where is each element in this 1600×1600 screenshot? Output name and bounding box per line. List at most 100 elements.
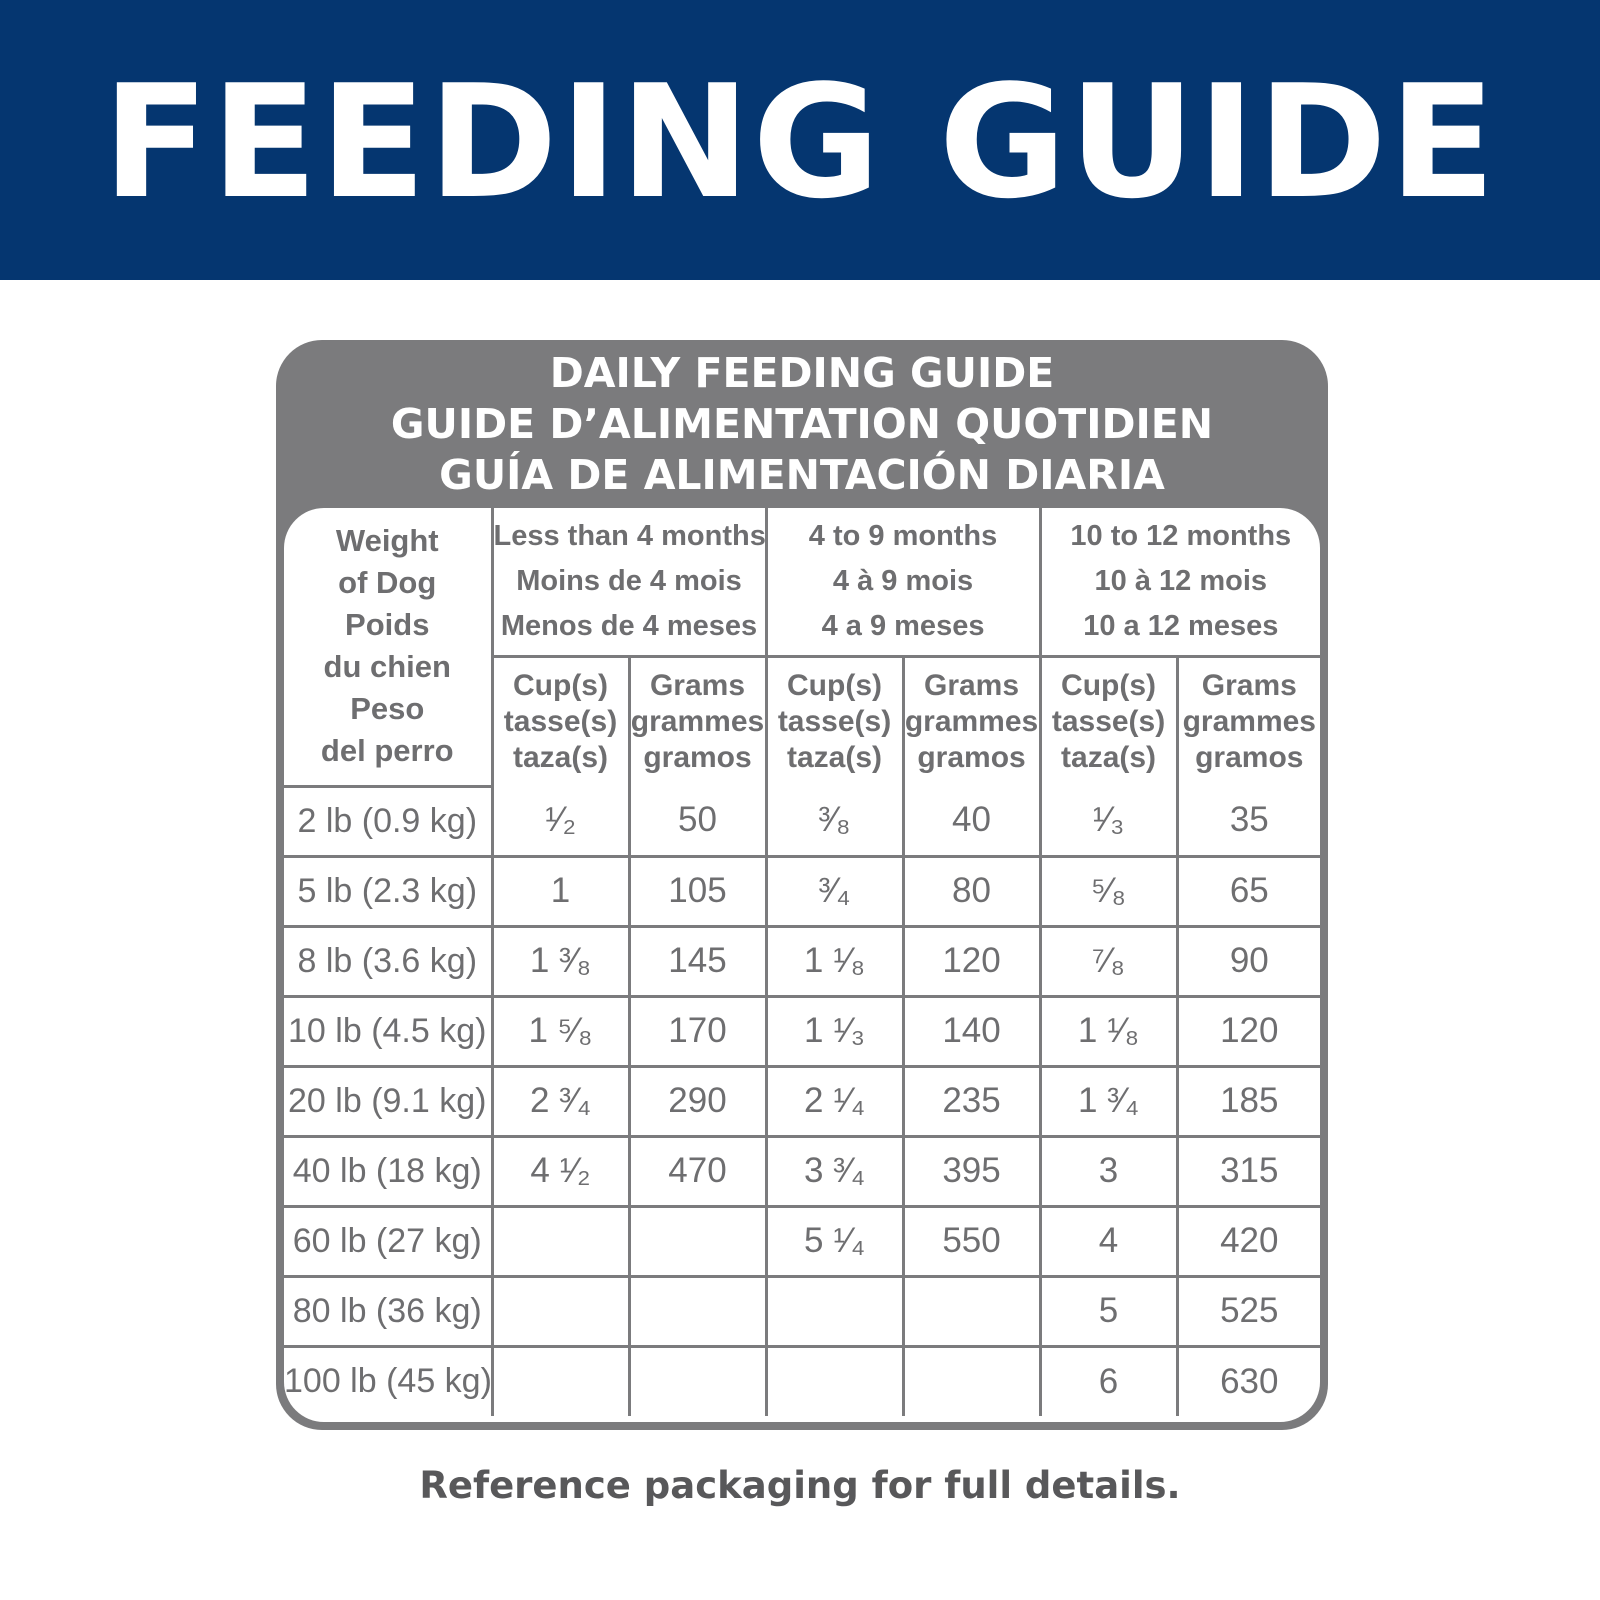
weight-cell: 40 lb (18 kg) — [284, 1134, 494, 1208]
unit-header-line: gramos — [917, 740, 1026, 774]
cups-cell: 1 ³⁄₄ — [1038, 1064, 1179, 1138]
cups-cell: 1 ¹⁄₈ — [764, 924, 905, 998]
grams-cell: 525 — [1175, 1274, 1320, 1348]
grams-cell: 235 — [901, 1064, 1042, 1138]
cups-cell: 2 ³⁄₄ — [490, 1064, 631, 1138]
page-title: FEEDING GUIDE — [102, 51, 1498, 233]
table-row: 20 lb (9.1 kg) 2 ³⁄₄ 290 2 ¹⁄₄ 235 1 ³⁄₄ 185 — [284, 1064, 1320, 1138]
unit-header-line: Grams — [1201, 668, 1297, 702]
age-group-line: 4 à 9 mois — [832, 564, 974, 597]
card-title: DAILY FEEDING GUIDE GUIDE D’ALIMENTATION… — [276, 348, 1328, 501]
age-group-line: 10 à 12 mois — [1094, 564, 1268, 597]
grams-cell: 170 — [627, 994, 768, 1068]
weight-cell: 60 lb (27 kg) — [284, 1204, 494, 1278]
cups-cell: 6 — [1038, 1344, 1179, 1416]
cups-cell — [764, 1344, 905, 1416]
unit-header-line: gramos — [643, 740, 752, 774]
grams-header: Grams grammes gramos — [901, 654, 1042, 786]
grams-cell: 145 — [627, 924, 768, 998]
weight-cell: 20 lb (9.1 kg) — [284, 1064, 494, 1138]
unit-header-line: tasse(s) — [1051, 704, 1166, 738]
cups-cell — [490, 1204, 631, 1278]
cups-cell: 1 — [490, 854, 631, 928]
table-row: 40 lb (18 kg) 4 ¹⁄₂ 470 3 ³⁄₄ 395 3 315 — [284, 1134, 1320, 1208]
grams-cell: 80 — [901, 854, 1042, 928]
unit-header-line: tasse(s) — [777, 704, 892, 738]
feeding-table: Weight of Dog Poids du chien Peso del pe… — [284, 508, 1320, 1416]
grams-cell — [627, 1344, 768, 1416]
unit-header-line: grammes — [904, 704, 1039, 738]
age-group-line: Less than 4 months — [493, 519, 766, 552]
grams-cell: 50 — [627, 786, 768, 858]
grams-cell: 40 — [901, 786, 1042, 858]
table-row: 100 lb (45 kg) 6 630 — [284, 1344, 1320, 1416]
grams-cell: 35 — [1175, 786, 1320, 858]
header-banner: FEEDING GUIDE — [0, 0, 1600, 280]
grams-cell: 395 — [901, 1134, 1042, 1208]
unit-header-line: Cup(s) — [787, 668, 882, 702]
unit-header-line: taza(s) — [512, 740, 609, 774]
unit-header-line: grammes — [1182, 704, 1316, 738]
age-group-line: Menos de 4 meses — [500, 609, 758, 642]
weight-cell: 80 lb (36 kg) — [284, 1274, 494, 1348]
cups-cell: 2 ¹⁄₄ — [764, 1064, 905, 1138]
card-title-fr: GUIDE D’ALIMENTATION QUOTIDIEN — [390, 400, 1214, 448]
unit-header-line: Cup(s) — [1061, 668, 1157, 702]
cups-cell: 4 — [1038, 1204, 1179, 1278]
grams-cell — [901, 1344, 1042, 1416]
age-group-line: Moins de 4 mois — [516, 564, 742, 597]
age-group-header: 10 to 12 months 10 à 12 mois 10 a 12 mes… — [1038, 508, 1320, 658]
grams-cell: 290 — [627, 1064, 768, 1138]
unit-header-line: taza(s) — [1061, 740, 1157, 774]
weight-header-line: Poids — [345, 607, 430, 643]
grams-cell — [627, 1204, 768, 1278]
cups-header: Cup(s) tasse(s) taza(s) — [492, 654, 631, 786]
grams-cell — [901, 1274, 1042, 1348]
age-group-line: 10 to 12 months — [1070, 519, 1292, 552]
age-header-row: Weight of Dog Poids du chien Peso del pe… — [284, 508, 1320, 788]
cups-cell: 1 ¹⁄₃ — [764, 994, 905, 1068]
cups-cell: 5 — [1038, 1274, 1179, 1348]
cups-cell: ¹⁄₂ — [490, 786, 631, 858]
grams-cell: 120 — [901, 924, 1042, 998]
weight-header-line: Weight — [335, 523, 439, 559]
grams-cell: 420 — [1175, 1204, 1320, 1278]
footer-note: Reference packaging for full details. — [419, 1464, 1181, 1507]
cups-cell: 3 — [1038, 1134, 1179, 1208]
grams-cell: 140 — [901, 994, 1042, 1068]
grams-cell: 630 — [1175, 1344, 1320, 1416]
cups-header: Cup(s) tasse(s) taza(s) — [764, 654, 905, 786]
grams-header: Grams grammes gramos — [627, 654, 768, 786]
weight-header: Weight of Dog Poids du chien Peso del pe… — [284, 508, 494, 788]
cups-cell: 1 ³⁄₈ — [490, 924, 631, 998]
unit-header-line: Grams — [649, 668, 746, 702]
weight-cell: 100 lb (45 kg) — [284, 1344, 494, 1416]
unit-header-line: gramos — [1195, 740, 1304, 774]
weight-cell: 10 lb (4.5 kg) — [284, 994, 494, 1068]
age-group-line: 4 a 9 meses — [821, 609, 985, 642]
cups-cell — [490, 1274, 631, 1348]
weight-cell: 2 lb (0.9 kg) — [284, 786, 494, 858]
cups-cell: ⁵⁄₈ — [1038, 854, 1179, 928]
unit-header-line: Grams — [923, 668, 1020, 702]
table-row: 10 lb (4.5 kg) 1 ⁵⁄₈ 170 1 ¹⁄₃ 140 1 ¹⁄₈ 120 — [284, 994, 1320, 1068]
table-row: 8 lb (3.6 kg) 1 ³⁄₈ 145 1 ¹⁄₈ 120 ⁷⁄₈ 90 — [284, 924, 1320, 998]
feeding-table-wrapper: Weight of Dog Poids du chien Peso del pe… — [284, 508, 1320, 1422]
cups-cell: ⁷⁄₈ — [1038, 924, 1179, 998]
grams-cell: 470 — [627, 1134, 768, 1208]
cups-header: Cup(s) tasse(s) taza(s) — [1038, 654, 1179, 786]
weight-cell: 5 lb (2.3 kg) — [284, 854, 494, 928]
grams-cell — [627, 1274, 768, 1348]
unit-header-line: Cup(s) — [513, 668, 608, 702]
cups-cell: 5 ¹⁄₄ — [764, 1204, 905, 1278]
cups-cell: 1 ⁵⁄₈ — [490, 994, 631, 1068]
table-row: 60 lb (27 kg) 5 ¹⁄₄ 550 4 420 — [284, 1204, 1320, 1278]
cups-cell: ¹⁄₃ — [1038, 786, 1179, 858]
cups-cell: 3 ³⁄₄ — [764, 1134, 905, 1208]
weight-header-line: Peso — [350, 691, 425, 727]
table-body: 2 lb (0.9 kg) ¹⁄₂ 50 ³⁄₈ 40 ¹⁄₃ 35 5 lb (2.3 kg… — [284, 786, 1320, 1416]
grams-header: Grams grammes gramos — [1175, 654, 1320, 786]
age-group-header: 4 to 9 months 4 à 9 mois 4 a 9 meses — [764, 508, 1042, 658]
cups-cell: 1 ¹⁄₈ — [1038, 994, 1179, 1068]
grams-cell: 185 — [1175, 1064, 1320, 1138]
